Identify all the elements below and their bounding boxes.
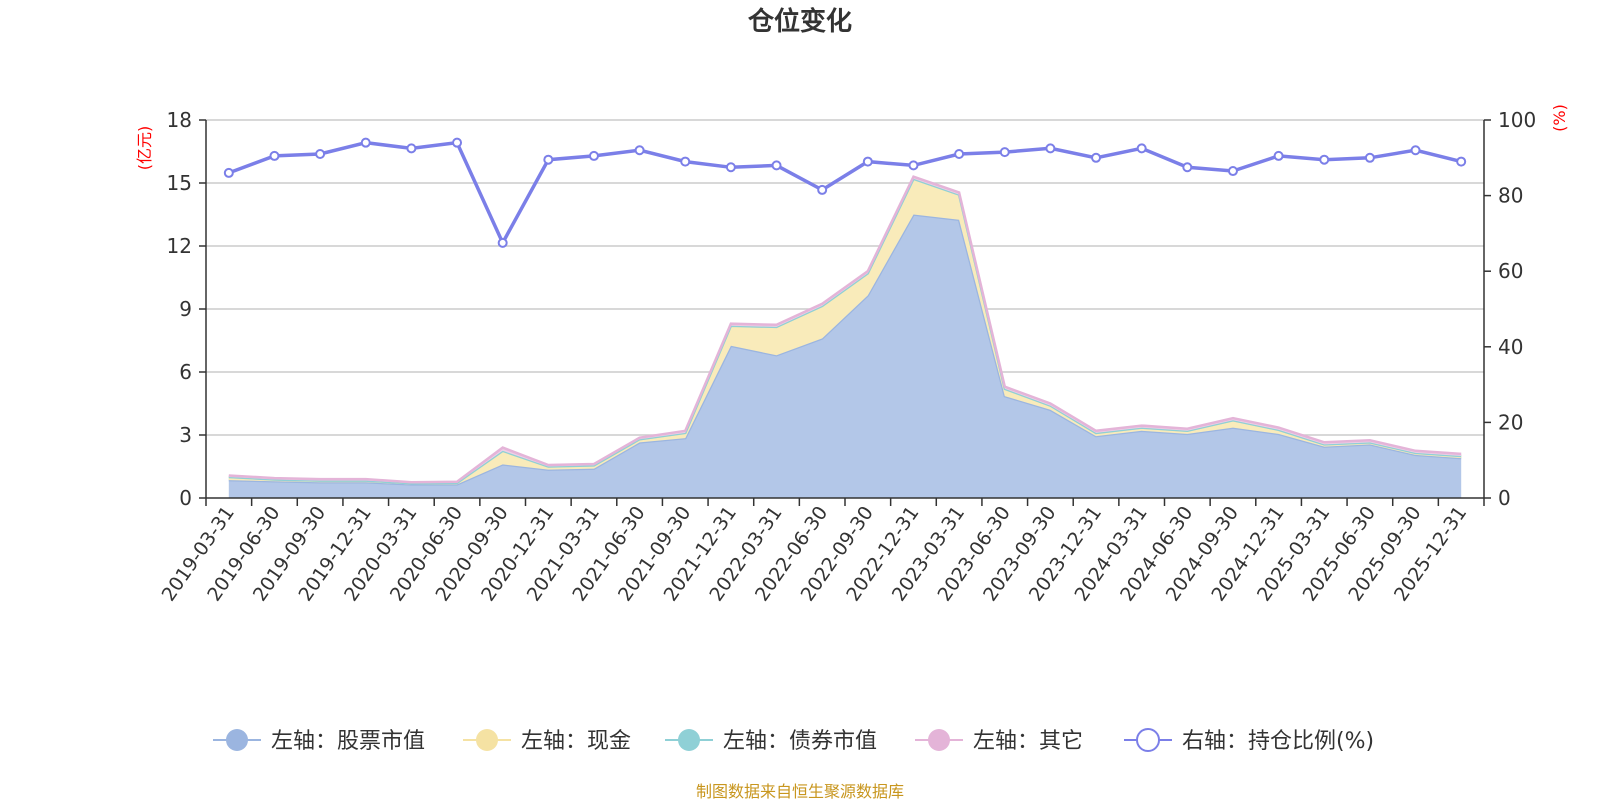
ratio-point[interactable] xyxy=(634,145,645,156)
ratio-point[interactable] xyxy=(1045,143,1056,154)
ratio-point[interactable] xyxy=(406,143,417,154)
ratio-point[interactable] xyxy=(1319,154,1330,165)
right-axis-tick-label: 80 xyxy=(1498,184,1523,208)
ratio-point[interactable] xyxy=(1182,162,1193,173)
ratio-point[interactable] xyxy=(1091,152,1102,163)
legend-marker xyxy=(1136,728,1160,752)
left-axis-tick-label: 18 xyxy=(167,108,192,132)
ratio-point[interactable] xyxy=(1364,152,1375,163)
legend-item[interactable]: 左轴：其它 xyxy=(915,729,1083,754)
left-axis-unit: (亿元) xyxy=(135,126,154,171)
source-note: 制图数据来自恒生聚源数据库 xyxy=(696,782,904,800)
ratio-point[interactable] xyxy=(588,150,599,161)
right-axis-tick-label: 20 xyxy=(1498,410,1523,434)
left-axis-tick-label: 12 xyxy=(167,234,192,258)
left-axis-tick-label: 9 xyxy=(179,297,192,321)
area-line xyxy=(228,175,1462,484)
line-series xyxy=(223,137,1467,248)
legend-marker xyxy=(928,729,950,751)
left-axis-tick-label: 3 xyxy=(179,423,192,447)
legend-marker xyxy=(476,729,498,751)
legend-item[interactable]: 左轴：债券市值 xyxy=(665,729,877,754)
left-axis-tick-label: 15 xyxy=(167,171,192,195)
legend[interactable]: 左轴：股票市值 左轴：现金 左轴：债券市值 左轴：其它 右轴：持仓比例(%) xyxy=(213,728,1374,754)
ratio-line xyxy=(228,140,1462,247)
ratio-point[interactable] xyxy=(1273,150,1284,161)
ratio-point[interactable] xyxy=(725,162,736,173)
right-axis-tick-label: 0 xyxy=(1498,486,1511,510)
ratio-point[interactable] xyxy=(862,156,873,167)
ratio-point[interactable] xyxy=(315,149,326,160)
right-axis-tick-label: 60 xyxy=(1498,259,1523,283)
ratio-point[interactable] xyxy=(223,167,234,178)
area-fill xyxy=(228,214,1462,498)
legend-item[interactable]: 左轴：现金 xyxy=(463,729,631,754)
ratio-point[interactable] xyxy=(1227,166,1238,177)
ratio-point[interactable] xyxy=(954,149,965,160)
legend-label: 左轴：其它 xyxy=(973,729,1083,754)
legend-label: 左轴：股票市值 xyxy=(271,729,425,754)
chart-title: 仓位变化 xyxy=(747,6,852,37)
legend-item[interactable]: 右轴：持仓比例(%) xyxy=(1124,728,1374,754)
ratio-point[interactable] xyxy=(360,137,371,148)
ratio-point[interactable] xyxy=(771,160,782,171)
ratio-point[interactable] xyxy=(497,237,508,248)
right-axis-unit: (%) xyxy=(1550,104,1569,132)
legend-label: 左轴：债券市值 xyxy=(723,729,877,754)
left-axis-tick-label: 6 xyxy=(179,360,192,384)
legend-label: 右轴：持仓比例(%) xyxy=(1182,729,1374,754)
right-axis-tick-label: 100 xyxy=(1498,108,1536,132)
legend-marker xyxy=(678,729,700,751)
left-axis-tick-label: 0 xyxy=(179,486,192,510)
legend-marker xyxy=(226,729,248,751)
ratio-point[interactable] xyxy=(1456,156,1467,167)
ratio-point[interactable] xyxy=(1136,143,1147,154)
ratio-point[interactable] xyxy=(269,150,280,161)
ratio-point[interactable] xyxy=(680,156,691,167)
ratio-point[interactable] xyxy=(543,154,554,165)
legend-label: 左轴：现金 xyxy=(521,729,631,754)
legend-item[interactable]: 左轴：股票市值 xyxy=(213,729,425,754)
area-series xyxy=(228,175,1462,498)
right-axis-tick-label: 40 xyxy=(1498,335,1523,359)
ratio-point[interactable] xyxy=(452,137,463,148)
ratio-point[interactable] xyxy=(908,160,919,171)
ratio-point[interactable] xyxy=(1410,145,1421,156)
ratio-point[interactable] xyxy=(999,147,1010,158)
ratio-point[interactable] xyxy=(817,184,828,195)
